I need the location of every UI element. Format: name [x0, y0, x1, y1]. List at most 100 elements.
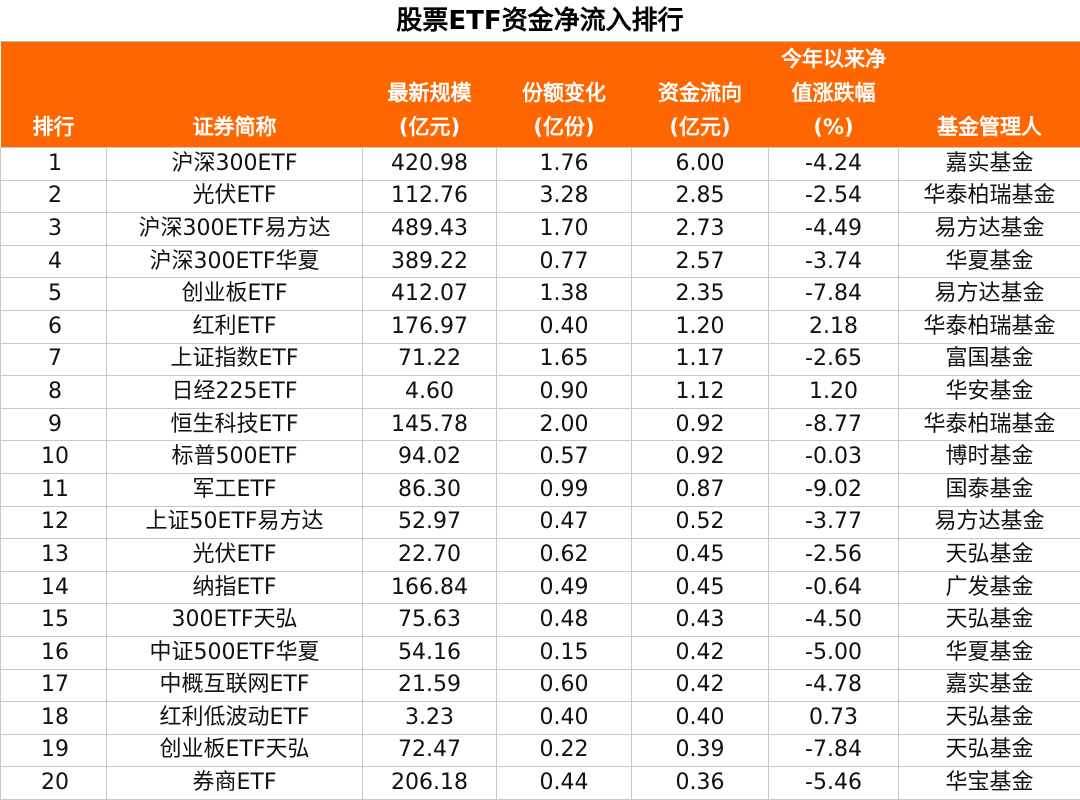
return-cell: 2.18 [769, 310, 899, 343]
page-title: 股票ETF资金净流入排行 [0, 0, 1080, 42]
return-cell: -4.50 [769, 604, 899, 637]
header-line: 证券简称 [107, 110, 363, 144]
flow-cell: 0.42 [632, 636, 769, 669]
header-line: 值涨跌幅 [769, 76, 899, 110]
share-change-cell: 0.99 [497, 473, 632, 506]
flow-cell: 0.92 [632, 441, 769, 474]
rank-number: 11 [37, 475, 73, 505]
name-cell: 日经225ETF [107, 376, 363, 409]
size-cell: 54.16 [363, 636, 497, 669]
rank-cell: 8 [1, 376, 107, 409]
return-cell: -7.84 [769, 278, 899, 311]
name-cell: 纳指ETF [107, 571, 363, 604]
return-cell: -3.77 [769, 506, 899, 539]
manager-cell: 天弘基金 [899, 539, 1080, 572]
name-cell: 恒生科技ETF [107, 408, 363, 441]
manager-cell: 嘉实基金 [899, 669, 1080, 702]
size-cell: 22.70 [363, 539, 497, 572]
rank-number: 4 [37, 247, 73, 277]
return-cell: -4.49 [769, 213, 899, 246]
name-cell: 红利低波动ETF [107, 702, 363, 735]
flow-cell: 2.35 [632, 278, 769, 311]
rank-cell: 10 [1, 441, 107, 474]
flow-cell: 0.36 [632, 767, 769, 800]
rank-number: 20 [37, 768, 73, 798]
rank-cell: 17 [1, 669, 107, 702]
flow-cell: 1.20 [632, 310, 769, 343]
share-change-cell: 1.70 [497, 213, 632, 246]
header-return: 今年以来净 值涨跌幅 (%) [769, 42, 899, 148]
return-cell: -2.65 [769, 343, 899, 376]
return-cell: -5.00 [769, 636, 899, 669]
rank-cell: 5 [1, 278, 107, 311]
flow-cell: 2.85 [632, 180, 769, 213]
share-change-cell: 0.62 [497, 539, 632, 572]
share-change-cell: 0.77 [497, 245, 632, 278]
name-cell: 标普500ETF [107, 441, 363, 474]
return-cell: -8.77 [769, 408, 899, 441]
flow-cell: 0.52 [632, 506, 769, 539]
header-line: 最新规模 [363, 76, 497, 110]
rank-number: 9 [37, 410, 73, 440]
name-cell: 300ETF天弘 [107, 604, 363, 637]
flow-cell: 2.57 [632, 245, 769, 278]
name-cell: 中证500ETF华夏 [107, 636, 363, 669]
manager-cell: 华泰柏瑞基金 [899, 180, 1080, 213]
share-change-cell: 0.22 [497, 734, 632, 767]
size-cell: 176.97 [363, 310, 497, 343]
flow-cell: 1.17 [632, 343, 769, 376]
rank-cell: 6 [1, 310, 107, 343]
header-manager: 基金管理人 [899, 42, 1080, 148]
rank-cell: 14 [1, 571, 107, 604]
size-cell: 52.97 [363, 506, 497, 539]
header-line: (亿元) [632, 110, 769, 144]
size-cell: 94.02 [363, 441, 497, 474]
manager-cell: 嘉实基金 [899, 148, 1080, 181]
name-cell: 中概互联网ETF [107, 669, 363, 702]
share-change-cell: 0.15 [497, 636, 632, 669]
return-cell: -0.64 [769, 571, 899, 604]
header-line: (亿元) [363, 110, 497, 144]
flow-cell: 0.43 [632, 604, 769, 637]
return-cell: -4.24 [769, 148, 899, 181]
rank-number: 7 [37, 344, 73, 374]
flow-cell: 1.12 [632, 376, 769, 409]
manager-cell: 天弘基金 [899, 734, 1080, 767]
header-line: 排行 [1, 110, 107, 144]
size-cell: 206.18 [363, 767, 497, 800]
header-line: 基金管理人 [899, 110, 1080, 144]
rank-cell: 18 [1, 702, 107, 735]
share-change-cell: 2.00 [497, 408, 632, 441]
rank-number: 17 [37, 670, 73, 700]
manager-cell: 博时基金 [899, 441, 1080, 474]
header-share: 份额变化 (亿份) [497, 42, 632, 148]
manager-cell: 华夏基金 [899, 245, 1080, 278]
share-change-cell: 0.40 [497, 702, 632, 735]
name-cell: 券商ETF [107, 767, 363, 800]
rank-cell: 16 [1, 636, 107, 669]
rank-number: 1 [37, 149, 73, 179]
name-cell: 沪深300ETF华夏 [107, 245, 363, 278]
rank-cell: 20 [1, 767, 107, 800]
size-cell: 420.98 [363, 148, 497, 181]
name-cell: 创业板ETF [107, 278, 363, 311]
manager-cell: 华安基金 [899, 376, 1080, 409]
rank-number: 15 [37, 605, 73, 635]
rank-cell: 15 [1, 604, 107, 637]
rank-cell: 4 [1, 245, 107, 278]
share-change-cell: 0.47 [497, 506, 632, 539]
header-line: 份额变化 [497, 76, 632, 110]
flow-cell: 0.92 [632, 408, 769, 441]
rank-number: 13 [37, 540, 73, 570]
manager-cell: 华夏基金 [899, 636, 1080, 669]
